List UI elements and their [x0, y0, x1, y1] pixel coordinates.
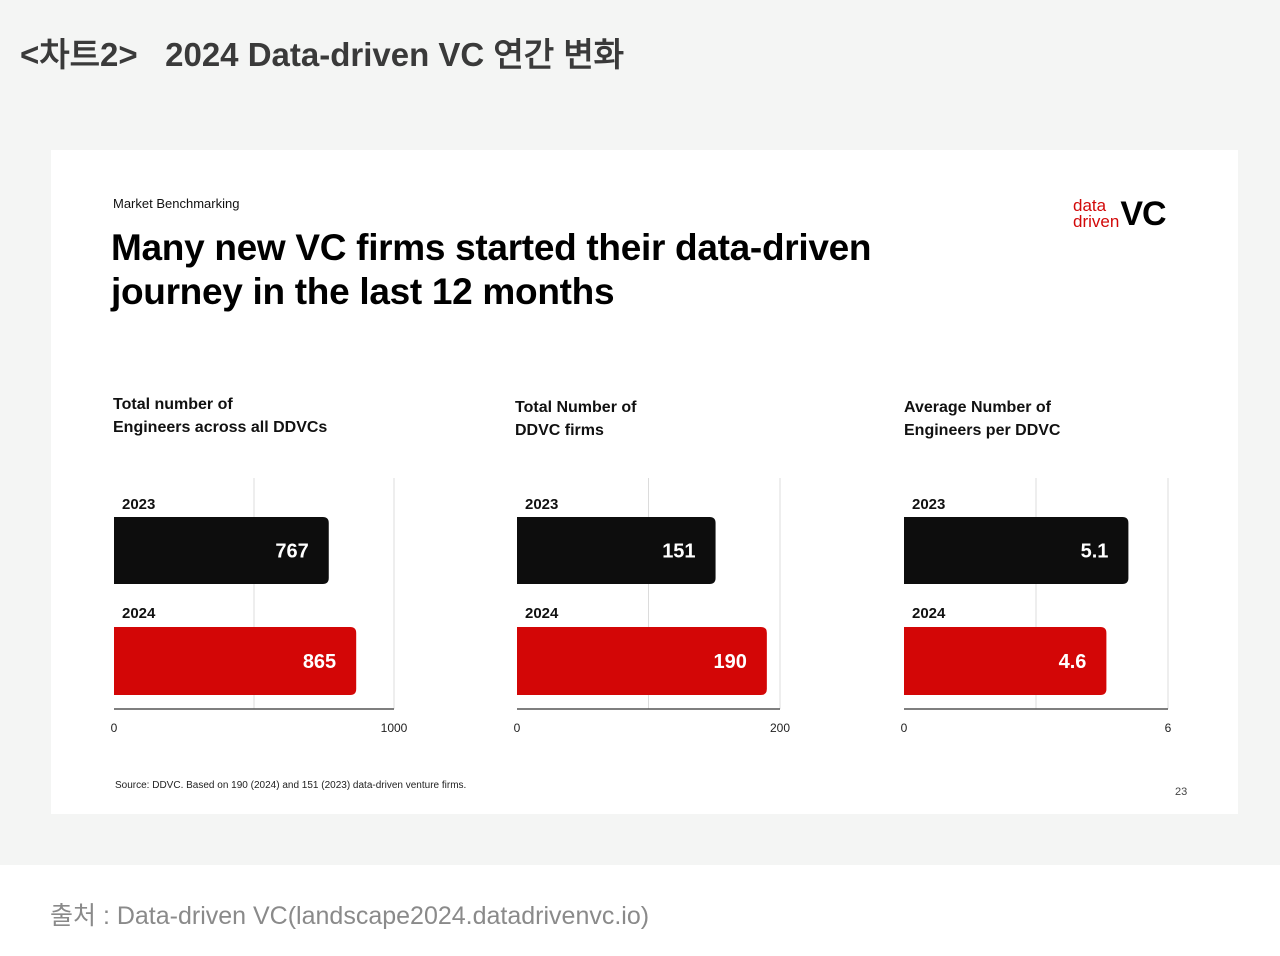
- chart-2-title: Total Number of DDVC firms: [515, 396, 775, 442]
- chart-3-year-label-2024: 2024: [912, 605, 946, 622]
- chart-3-bar-2024: [904, 627, 1107, 695]
- chart-3-tick-label-min: 0: [901, 721, 908, 735]
- logo-word-data: data: [1073, 196, 1107, 215]
- chart-2-value-label-2023: 151: [662, 541, 695, 563]
- source-footer: 출처 : Data-driven VC(landscape2024.datadr…: [50, 902, 650, 930]
- chart-1-tick-label-max: 1000: [381, 721, 408, 735]
- chart-1-tick-label-min: 0: [111, 721, 118, 735]
- chart-1-value-label-2024: 865: [303, 651, 336, 673]
- bar-charts: 2023 767 2024 865 0 1000 2023 151 2024 190 0 200 202…: [111, 478, 1172, 735]
- chart-2-year-label-2023: 2023: [525, 496, 558, 513]
- chart-3-year-label-2023: 2023: [912, 496, 945, 513]
- chart-1-title-line-1: Total number of: [113, 396, 233, 413]
- chart-1-title: Total number of Engineers across all DDV…: [113, 393, 373, 439]
- slide-page-number: 23: [1175, 786, 1188, 798]
- chart-3-title-line-2: Engineers per DDVC: [904, 422, 1061, 439]
- chart-3-title: Average Number of Engineers per DDVC: [904, 396, 1164, 442]
- slide-eyebrow: Market Benchmarking: [113, 196, 240, 211]
- chart-1-title-line-2: Engineers across all DDVCs: [113, 419, 328, 436]
- logo-mark-vc: VC: [1120, 194, 1166, 233]
- slide-headline: Many new VC firms started their data-dri…: [111, 226, 1011, 314]
- chart-3-value-label-2024: 4.6: [1059, 651, 1087, 673]
- logo-words: data driven: [1073, 196, 1120, 231]
- chart-2-value-label-2024: 190: [713, 651, 746, 673]
- chart-2-bar-2023: [517, 517, 716, 584]
- chart-2-bar-2024: [517, 627, 767, 695]
- chart-2-title-line-1: Total Number of: [515, 399, 637, 416]
- source-note: Source: DDVC. Based on 190 (2024) and 15…: [115, 780, 467, 791]
- chart-1-year-label-2024: 2024: [122, 605, 156, 622]
- headline-line-2: journey in the last 12 months: [111, 271, 615, 312]
- slide-card: Market Benchmarking data driven VC Many …: [51, 150, 1238, 814]
- chart-1-value-label-2023: 767: [275, 541, 308, 563]
- chart-2-tick-label-min: 0: [514, 721, 521, 735]
- chart-3-value-label-2023: 5.1: [1081, 541, 1109, 563]
- chart-2-year-label-2024: 2024: [525, 605, 559, 622]
- datadrivenvc-logo: data driven VC: [1073, 194, 1167, 234]
- page-title: <차트2> 2024 Data-driven VC 연간 변화: [20, 36, 625, 73]
- logo-word-driven: driven: [1073, 212, 1120, 231]
- chart-1-bar-2024: [114, 627, 357, 695]
- chart-1-bar-2023: [114, 517, 329, 584]
- chart-2-title-line-2: DDVC firms: [515, 422, 604, 439]
- chart-3-bar-2023: [904, 517, 1129, 584]
- chart-3-tick-label-max: 6: [1165, 721, 1172, 735]
- chart-1-year-label-2023: 2023: [122, 496, 155, 513]
- headline-line-1: Many new VC firms started their data-dri…: [111, 227, 872, 268]
- chart-2-tick-label-max: 200: [770, 721, 790, 735]
- chart-3-title-line-1: Average Number of: [904, 399, 1051, 416]
